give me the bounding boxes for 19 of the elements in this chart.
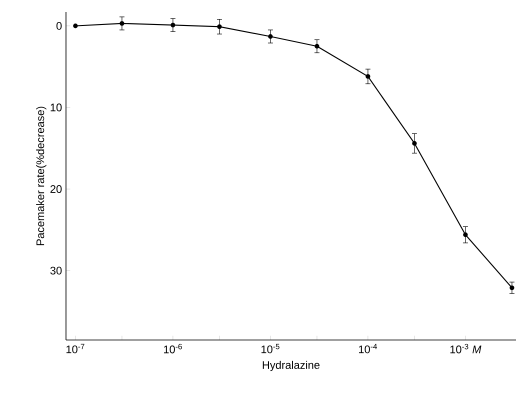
x-tick-label: 10$^{-6}$ xyxy=(164,344,182,354)
point xyxy=(73,24,78,28)
x-tick-label: 10$^{-4}$ xyxy=(358,344,378,354)
x-tick-label: 10$^{-3}$ M xyxy=(450,344,482,354)
x-tick-label: 10$^{-7}$ xyxy=(66,344,84,354)
point xyxy=(366,74,370,79)
x-axis-title: Hydralazine xyxy=(262,360,320,372)
y-tick-label: 10 xyxy=(50,104,62,112)
x-tick-label: 10$^{-5}$ xyxy=(261,344,280,354)
point xyxy=(314,44,320,49)
y-axis-title: Pacemaker rate(%decrease) xyxy=(36,106,46,246)
y-tick-label: 20 xyxy=(50,185,62,193)
point xyxy=(170,22,176,28)
point xyxy=(510,285,514,290)
y-tick-label: 0 xyxy=(56,22,62,30)
point xyxy=(412,141,417,146)
point xyxy=(217,24,222,30)
point xyxy=(268,34,273,39)
y-tick-label: 30 xyxy=(50,266,62,275)
